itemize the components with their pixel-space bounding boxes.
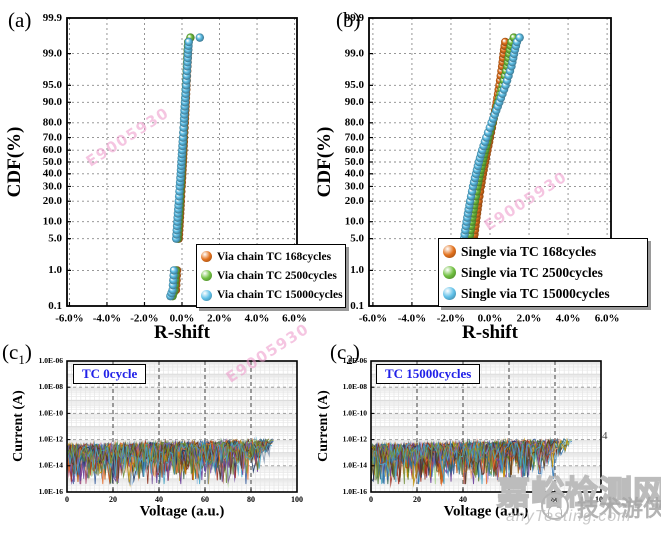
legend-row: Single via TC 168cycles xyxy=(443,244,643,260)
legend-label: Via chain TC 15000cycles xyxy=(217,289,343,302)
legend-row: Via chain TC 15000cycles xyxy=(201,289,343,302)
legend-marker-green-sphere-icon xyxy=(443,266,456,279)
site-watermark-handle: 技术游侠 xyxy=(577,497,661,522)
legend-label: Via chain TC 168cycles xyxy=(217,250,332,263)
person-body-icon xyxy=(548,505,562,516)
legend-b: Single via TC 168cycles Single via TC 25… xyxy=(438,238,648,307)
c1-yaxis-title: Current (A) xyxy=(11,390,26,462)
legend-marker-blue-sphere-icon xyxy=(443,287,456,300)
site-watermark-domain: anyTesting.com xyxy=(506,508,632,525)
c2-xaxis-title: Voltage (a.u.) xyxy=(443,503,529,520)
panel-label-b: (b) xyxy=(336,8,361,32)
legend-row: Single via TC 15000cycles xyxy=(443,286,643,302)
legend-marker-orange-sphere-icon xyxy=(201,251,212,263)
legend-marker-blue-sphere-icon xyxy=(201,289,212,301)
site-watermark-logo-icon xyxy=(541,492,569,520)
legend-marker-green-sphere-icon xyxy=(201,270,212,282)
legend-row: Via chain TC 168cycles xyxy=(201,251,341,263)
a-yaxis-title: CDF(%) xyxy=(4,126,25,198)
a-xaxis-title: R-shift xyxy=(154,322,210,343)
panel-label-c2: (c2) xyxy=(330,340,360,368)
legend-label: Via chain TC 2500cycles xyxy=(217,269,337,282)
b-xaxis-title: R-shift xyxy=(462,322,518,343)
c1-xaxis-title: Voltage (a.u.) xyxy=(139,503,225,520)
legend-label: Single via TC 15000cycles xyxy=(461,285,610,301)
legend-row: Single via TC 2500cycles xyxy=(443,265,643,281)
annotation-tc-0cycle: TC 0cycle xyxy=(73,364,147,384)
legend-label: Single via TC 2500cycles xyxy=(461,264,603,280)
site-watermark-brand: 嘉峪检测网 xyxy=(496,472,661,513)
b-yaxis-title: CDF(%) xyxy=(314,126,335,198)
c2-yaxis-title: Current (A) xyxy=(316,390,331,462)
legend-row: Via chain TC 2500cycles xyxy=(201,270,341,282)
stray-number: 4 xyxy=(602,430,608,442)
panel-label-a: (a) xyxy=(8,8,32,32)
person-head-icon xyxy=(552,497,559,504)
legend-label: Single via TC 168cycles xyxy=(461,243,597,259)
annotation-tc-15000cycles: TC 15000cycles xyxy=(376,364,481,384)
panel-label-c1: (c1) xyxy=(2,340,32,368)
legend-marker-orange-sphere-icon xyxy=(443,245,456,258)
legend-a: Via chain TC 168cycles Via chain TC 2500… xyxy=(196,244,346,308)
